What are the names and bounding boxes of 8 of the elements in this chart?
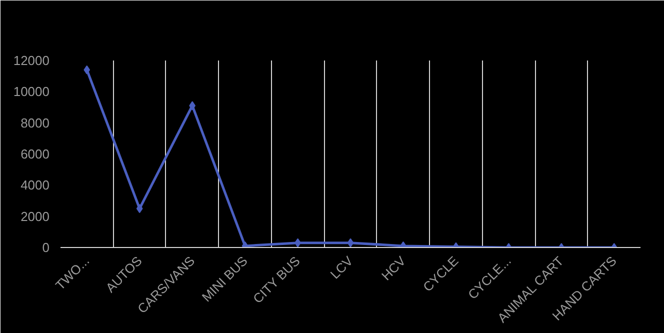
y-tick-label: 4000 [20, 178, 50, 193]
y-tick-label: 0 [42, 240, 50, 255]
y-tick-label: 10000 [13, 84, 50, 100]
point [84, 65, 90, 74]
y-tick-label: 6000 [20, 146, 50, 162]
y-tick-label: 8000 [20, 115, 50, 130]
y-tick-label: 2000 [20, 208, 50, 224]
y-tick-label: 12000 [13, 53, 50, 68]
